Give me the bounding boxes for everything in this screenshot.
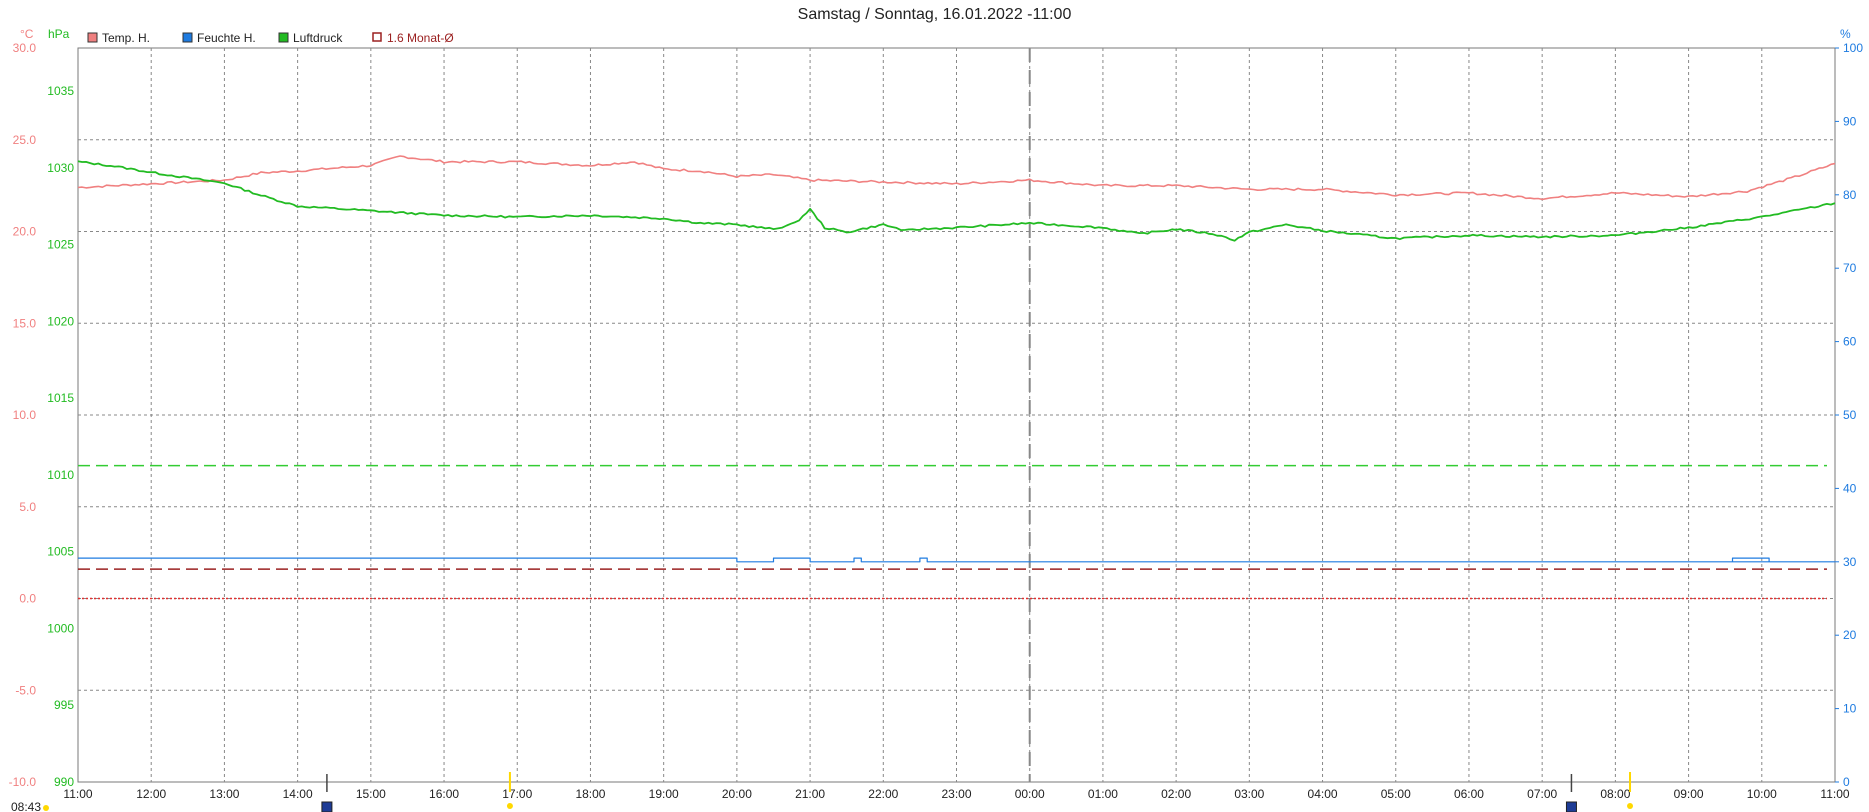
- temp-tick-label: 25.0: [13, 133, 37, 147]
- x-tick-label: 12:00: [136, 787, 166, 801]
- humidity-tick-label: 20: [1843, 628, 1857, 642]
- sunrise-time-label: 08:43: [11, 800, 41, 812]
- x-tick-label: 11:00: [63, 787, 92, 801]
- temp-tick-label: 5.0: [19, 500, 36, 514]
- pressure-tick-label: 990: [54, 775, 74, 789]
- temp-tick-label: -10.0: [9, 775, 37, 789]
- pressure-tick-label: 1030: [47, 161, 74, 175]
- humidity-tick-label: 30: [1843, 555, 1857, 569]
- pressure-tick-label: 1015: [47, 391, 74, 405]
- x-tick-label: 11:00: [1820, 787, 1849, 801]
- twilight-dot: [1627, 803, 1634, 809]
- pressure-tick-label: 995: [54, 698, 74, 712]
- humidity-tick-label: 10: [1843, 702, 1857, 716]
- legend-label: Temp. H.: [102, 31, 150, 45]
- x-tick-label: 01:00: [1088, 787, 1118, 801]
- temp-tick-label: 15.0: [13, 316, 37, 330]
- x-tick-label: 20:00: [722, 787, 752, 801]
- x-tick-label: 00:00: [1015, 787, 1045, 801]
- x-tick-label: 10:00: [1747, 787, 1777, 801]
- chart-title: Samstag / Sonntag, 16.01.2022 -11:00: [797, 6, 1072, 23]
- sunrise-icon: [1565, 801, 1577, 812]
- x-tick-label: 21:00: [795, 787, 825, 801]
- x-tick-label: 14:00: [283, 787, 313, 801]
- humidity-tick-label: 70: [1843, 261, 1857, 275]
- temp-tick-label: 20.0: [13, 225, 37, 239]
- legend-label: Luftdruck: [293, 31, 343, 45]
- pressure-tick-label: 1000: [47, 621, 74, 635]
- legend-label: 1.6 Monat-Ø: [387, 31, 454, 45]
- x-tick-label: 07:00: [1527, 787, 1557, 801]
- x-tick-label: 04:00: [1308, 787, 1338, 801]
- x-tick-label: 09:00: [1674, 787, 1704, 801]
- legend-marker: [87, 32, 98, 43]
- humidity-tick-label: 60: [1843, 335, 1857, 349]
- twilight-dot: [506, 803, 513, 809]
- legend-marker: [182, 32, 193, 43]
- pressure-tick-label: 1035: [47, 84, 74, 98]
- humidity-tick-label: 50: [1843, 408, 1857, 422]
- temp-tick-label: -5.0: [15, 683, 36, 697]
- x-tick-label: 15:00: [356, 787, 386, 801]
- humidity-unit-label: %: [1840, 27, 1851, 41]
- humidity-tick-label: 100: [1843, 41, 1863, 55]
- x-tick-label: 22:00: [868, 787, 898, 801]
- x-tick-label: 03:00: [1234, 787, 1264, 801]
- x-tick-label: 05:00: [1381, 787, 1411, 801]
- x-tick-label: 18:00: [575, 787, 605, 801]
- humidity-tick-label: 90: [1843, 114, 1857, 128]
- x-tick-label: 19:00: [649, 787, 679, 801]
- series-pressure: [77, 160, 1836, 242]
- x-tick-label: 17:00: [502, 787, 532, 801]
- humidity-tick-label: 0: [1843, 775, 1850, 789]
- pressure-unit-label: hPa: [48, 27, 70, 41]
- sunset-icon: [321, 801, 333, 812]
- x-tick-label: 08:00: [1600, 787, 1630, 801]
- x-tick-label: 16:00: [429, 787, 459, 801]
- legend-marker: [278, 32, 289, 43]
- temp-tick-label: 0.0: [19, 592, 36, 606]
- humidity-tick-label: 40: [1843, 481, 1857, 495]
- x-tick-label: 06:00: [1454, 787, 1484, 801]
- sun-marker: [43, 805, 49, 811]
- series-temperature: [77, 155, 1836, 201]
- pressure-tick-label: 1010: [47, 468, 74, 482]
- temp-tick-label: 10.0: [13, 408, 37, 422]
- humidity-tick-label: 80: [1843, 188, 1857, 202]
- pressure-tick-label: 1020: [47, 314, 74, 328]
- series-humidity-step: [1731, 557, 1770, 562]
- temp-unit-label: °C: [20, 27, 34, 41]
- pressure-tick-label: 1005: [47, 545, 74, 559]
- x-tick-label: 13:00: [209, 787, 239, 801]
- temp-tick-label: 30.0: [13, 41, 37, 55]
- pressure-tick-label: 1025: [47, 238, 74, 252]
- x-tick-label: 02:00: [1161, 787, 1191, 801]
- x-tick-label: 23:00: [941, 787, 971, 801]
- series-humidity: [78, 557, 1835, 563]
- legend-marker: [372, 32, 382, 42]
- legend-label: Feuchte H.: [197, 31, 256, 45]
